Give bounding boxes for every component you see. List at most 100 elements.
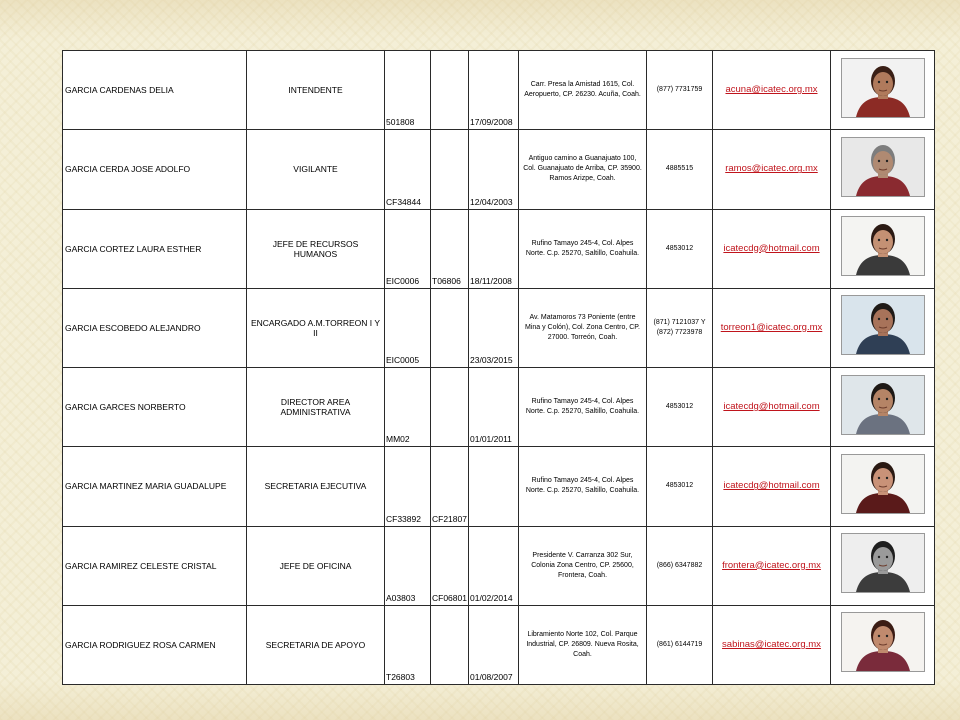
employee-name: GARCIA GARCES NORBERTO bbox=[62, 366, 247, 448]
email-link[interactable]: acuna@icatec.org.mx bbox=[725, 84, 818, 96]
employee-code-secondary: CF21807 bbox=[430, 446, 469, 527]
office-phone: 4885515 bbox=[646, 129, 713, 210]
employee-position: JEFE DE RECURSOS HUMANOS bbox=[246, 208, 385, 289]
email-cell: icatecdg@hotmail.com bbox=[712, 208, 831, 289]
email-cell: ramos@icatec.org.mx bbox=[712, 129, 831, 210]
employee-directory-table: GARCIA CARDENAS DELIA INTENDENTE 501808 17/… bbox=[62, 49, 935, 686]
photo-cell bbox=[830, 604, 935, 686]
photo-cell bbox=[830, 446, 935, 527]
office-address: Antiguo camino a Guanajuato 100, Col. Gu… bbox=[518, 129, 647, 210]
employee-code-secondary bbox=[430, 604, 469, 686]
hire-date: 18/11/2008 bbox=[468, 208, 519, 289]
email-link[interactable]: frontera@icatec.org.mx bbox=[722, 559, 821, 571]
email-link[interactable]: ramos@icatec.org.mx bbox=[725, 163, 818, 175]
employee-code: CF34844 bbox=[384, 129, 431, 210]
table-row: GARCIA CERDA JOSE ADOLFO VIGILANTE CF34844… bbox=[62, 129, 935, 210]
hire-date: 01/01/2011 bbox=[468, 366, 519, 448]
email-link[interactable]: icatecdg@hotmail.com bbox=[723, 480, 820, 492]
employee-name: GARCIA CORTEZ LAURA ESTHER bbox=[62, 208, 247, 289]
table-row: GARCIA RODRIGUEZ ROSA CARMEN SECRETARIA D… bbox=[62, 604, 935, 686]
photo-cell bbox=[830, 366, 935, 448]
employee-name: GARCIA RAMIREZ CELESTE CRISTAL bbox=[62, 525, 247, 606]
employee-code-secondary bbox=[430, 366, 469, 448]
employee-code: MM02 bbox=[384, 366, 431, 448]
employee-code-secondary bbox=[430, 287, 469, 369]
hire-date: 17/09/2008 bbox=[468, 49, 519, 131]
employee-name: GARCIA MARTINEZ MARIA GUADALUPE bbox=[62, 446, 247, 527]
employee-position: INTENDENTE bbox=[246, 49, 385, 131]
email-cell: frontera@icatec.org.mx bbox=[712, 525, 831, 606]
office-address: Presidente V. Carranza 302 Sur, Colonia … bbox=[518, 525, 647, 606]
table-row: GARCIA MARTINEZ MARIA GUADALUPE SECRETARI… bbox=[62, 446, 935, 527]
employee-code-secondary bbox=[430, 49, 469, 131]
employee-position: DIRECTOR AREA ADMINISTRATIVA bbox=[246, 366, 385, 448]
email-link[interactable]: torreon1@icatec.org.mx bbox=[720, 321, 823, 333]
employee-code-secondary: CF06801 bbox=[430, 525, 469, 606]
email-link[interactable]: icatecdg@hotmail.com bbox=[723, 401, 820, 413]
employee-photo bbox=[840, 136, 925, 197]
office-phone: 4853012 bbox=[646, 446, 713, 527]
employee-position: SECRETARIA EJECUTIVA bbox=[246, 446, 385, 527]
employee-photo bbox=[840, 295, 925, 356]
table-row: GARCIA ESCOBEDO ALEJANDRO ENCARGADO A.M.T… bbox=[62, 287, 935, 369]
office-address: Av. Matamoros 73 Poniente (entre Mina y … bbox=[518, 287, 647, 369]
office-address: Rufino Tamayo 245-4, Col. Alpes Norte. C… bbox=[518, 446, 647, 527]
employee-code-secondary bbox=[430, 129, 469, 210]
table-row: GARCIA RAMIREZ CELESTE CRISTAL JEFE DE OF… bbox=[62, 525, 935, 606]
employee-rows: GARCIA CARDENAS DELIA INTENDENTE 501808 17/… bbox=[62, 49, 935, 686]
employee-name: GARCIA RODRIGUEZ ROSA CARMEN bbox=[62, 604, 247, 686]
hire-date: 01/02/2014 bbox=[468, 525, 519, 606]
employee-position: JEFE DE OFICINA bbox=[246, 525, 385, 606]
hire-date bbox=[468, 446, 519, 527]
office-address: Rufino Tamayo 245-4, Col. Alpes Norte. C… bbox=[518, 366, 647, 448]
hire-date: 12/04/2003 bbox=[468, 129, 519, 210]
hire-date: 23/03/2015 bbox=[468, 287, 519, 369]
slide-bottom-shade bbox=[0, 680, 960, 720]
photo-cell bbox=[830, 208, 935, 289]
employee-name: GARCIA CERDA JOSE ADOLFO bbox=[62, 129, 247, 210]
photo-cell bbox=[830, 49, 935, 131]
photo-cell bbox=[830, 287, 935, 369]
office-phone: (866) 6347882 bbox=[646, 525, 713, 606]
email-cell: sabinas@icatec.org.mx bbox=[712, 604, 831, 686]
employee-name: GARCIA ESCOBEDO ALEJANDRO bbox=[62, 287, 247, 369]
slide-top-shade bbox=[0, 0, 960, 40]
table-row: GARCIA CARDENAS DELIA INTENDENTE 501808 17/… bbox=[62, 49, 935, 131]
office-phone: (861) 6144719 bbox=[646, 604, 713, 686]
employee-code: CF33892 bbox=[384, 446, 431, 527]
office-address: Libramiento Norte 102, Col. Parque Indus… bbox=[518, 604, 647, 686]
employee-photo bbox=[840, 453, 925, 514]
table-row: GARCIA CORTEZ LAURA ESTHER JEFE DE RECURS… bbox=[62, 208, 935, 289]
employee-code: A03803 bbox=[384, 525, 431, 606]
office-address: Carr. Presa la Amistad 1615, Col. Aeropu… bbox=[518, 49, 647, 131]
email-cell: icatecdg@hotmail.com bbox=[712, 446, 831, 527]
photo-cell bbox=[830, 525, 935, 606]
employee-name: GARCIA CARDENAS DELIA bbox=[62, 49, 247, 131]
employee-code: EIC0005 bbox=[384, 287, 431, 369]
employee-code: EIC0006 bbox=[384, 208, 431, 289]
employee-photo bbox=[840, 374, 925, 435]
table-row: GARCIA GARCES NORBERTO DIRECTOR AREA ADMI… bbox=[62, 366, 935, 448]
employee-code: 501808 bbox=[384, 49, 431, 131]
hire-date: 01/08/2007 bbox=[468, 604, 519, 686]
employee-position: ENCARGADO A.M.TORREON I Y II bbox=[246, 287, 385, 369]
office-phone: (877) 7731759 bbox=[646, 49, 713, 131]
employee-photo bbox=[840, 216, 925, 277]
email-cell: torreon1@icatec.org.mx bbox=[712, 287, 831, 369]
employee-code: T26803 bbox=[384, 604, 431, 686]
email-link[interactable]: sabinas@icatec.org.mx bbox=[722, 638, 821, 650]
photo-cell bbox=[830, 129, 935, 210]
email-cell: acuna@icatec.org.mx bbox=[712, 49, 831, 131]
office-phone: 4853012 bbox=[646, 366, 713, 448]
office-phone: 4853012 bbox=[646, 208, 713, 289]
email-link[interactable]: icatecdg@hotmail.com bbox=[723, 242, 820, 254]
employee-position: SECRETARIA DE APOYO bbox=[246, 604, 385, 686]
email-cell: icatecdg@hotmail.com bbox=[712, 366, 831, 448]
employee-position: VIGILANTE bbox=[246, 129, 385, 210]
office-phone: (871) 7121037 Y (872) 7723978 bbox=[646, 287, 713, 369]
employee-photo bbox=[840, 533, 925, 594]
office-address: Rufino Tamayo 245-4, Col. Alpes Norte. C… bbox=[518, 208, 647, 289]
employee-photo bbox=[840, 612, 925, 673]
employee-code-secondary: T06806 bbox=[430, 208, 469, 289]
employee-photo bbox=[840, 57, 925, 118]
